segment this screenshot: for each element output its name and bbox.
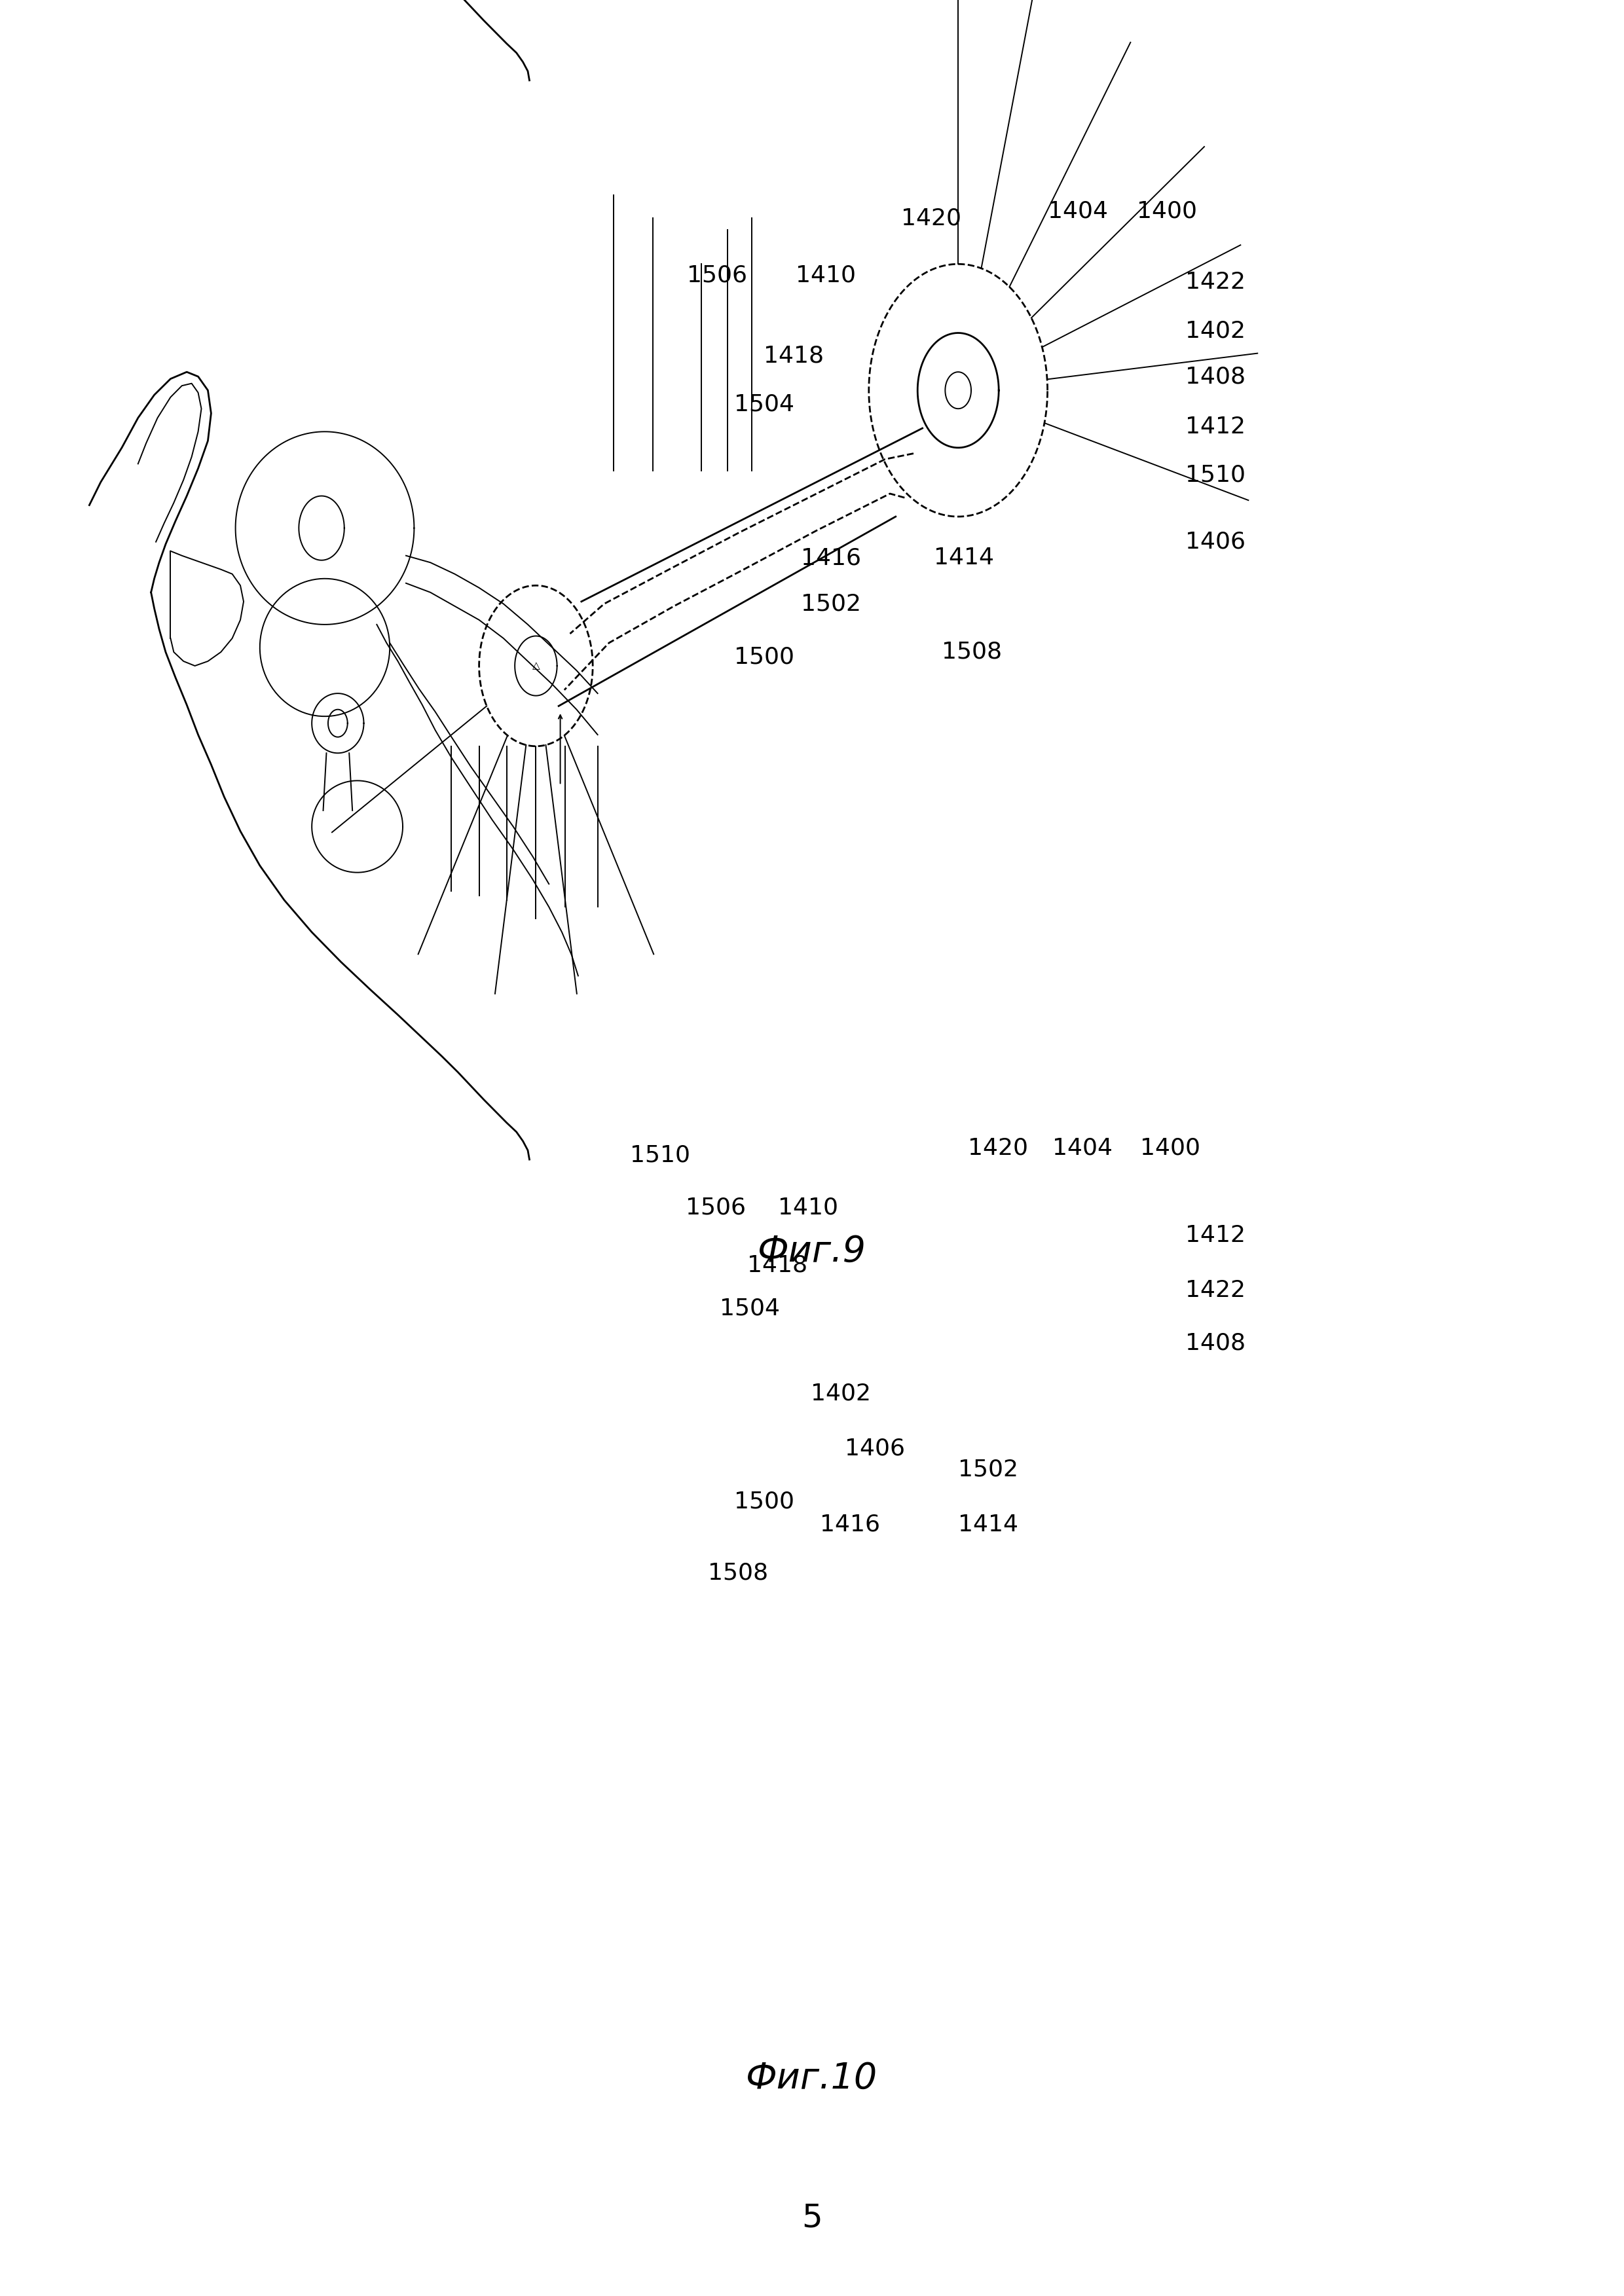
Text: 1422: 1422 (1186, 271, 1246, 294)
Text: 1406: 1406 (844, 1437, 905, 1460)
Text: 1414: 1414 (934, 546, 994, 569)
Text: Фиг.9: Фиг.9 (758, 1233, 866, 1270)
Text: 1420: 1420 (901, 207, 961, 230)
Text: 1418: 1418 (747, 1254, 807, 1277)
Text: 1402: 1402 (810, 1382, 870, 1405)
Text: 1404: 1404 (1052, 1137, 1112, 1159)
Text: 1500: 1500 (734, 645, 794, 668)
Text: 1416: 1416 (801, 546, 861, 569)
Text: 1414: 1414 (958, 1513, 1018, 1536)
Text: 1416: 1416 (820, 1513, 880, 1536)
Text: 1418: 1418 (763, 344, 823, 367)
Text: 1506: 1506 (687, 264, 747, 287)
Text: 1410: 1410 (796, 264, 856, 287)
Text: 1508: 1508 (942, 641, 1002, 664)
Text: 1422: 1422 (1186, 1279, 1246, 1302)
Text: 1508: 1508 (708, 1561, 768, 1584)
Text: 1402: 1402 (1186, 319, 1246, 342)
Text: △: △ (533, 661, 539, 670)
Text: 1408: 1408 (1186, 1332, 1246, 1355)
Text: 1404: 1404 (1047, 200, 1108, 223)
Text: 1408: 1408 (1186, 365, 1246, 388)
Text: 1400: 1400 (1137, 200, 1197, 223)
Text: 1410: 1410 (778, 1196, 838, 1219)
Text: 1406: 1406 (1186, 530, 1246, 553)
Text: 1504: 1504 (734, 393, 794, 416)
Text: 1502: 1502 (958, 1458, 1018, 1481)
Text: 1500: 1500 (734, 1490, 794, 1513)
Text: 1420: 1420 (968, 1137, 1028, 1159)
Text: 1412: 1412 (1186, 1224, 1246, 1247)
Text: 1510: 1510 (1186, 464, 1246, 487)
Text: 1506: 1506 (685, 1196, 745, 1219)
Text: 5: 5 (802, 2202, 822, 2234)
Text: Фиг.10: Фиг.10 (745, 2060, 879, 2096)
Text: 1502: 1502 (801, 592, 861, 615)
Text: 1510: 1510 (630, 1143, 690, 1166)
Text: 1412: 1412 (1186, 416, 1246, 439)
Text: 1400: 1400 (1140, 1137, 1200, 1159)
Text: 1504: 1504 (719, 1297, 780, 1320)
